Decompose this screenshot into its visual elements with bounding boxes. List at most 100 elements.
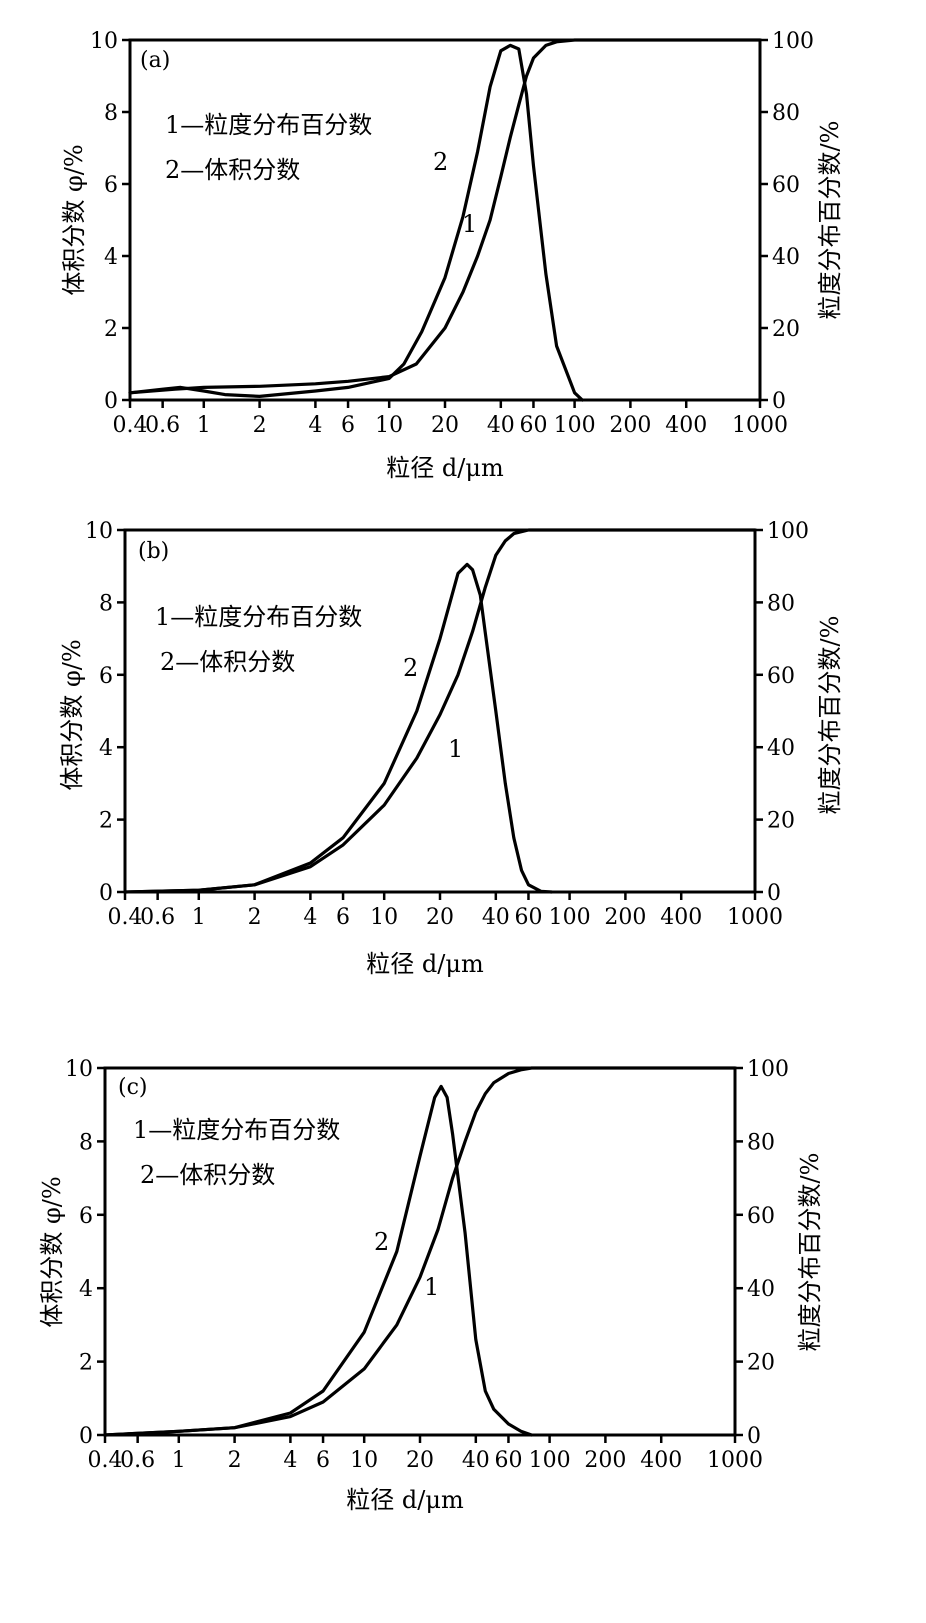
x-tick-label: 100 [529,1448,571,1473]
x-tick-label: 1000 [727,905,783,930]
legend-entry-2: 2—体积分数 [165,156,300,184]
y-left-tick-label: 10 [65,1057,93,1082]
y-left-tick-label: 8 [79,1130,93,1155]
x-tick-label: 1 [192,905,206,930]
series-group [123,528,757,894]
y-right-tick-label: 0 [767,881,781,906]
y-left-tick-label: 0 [99,881,113,906]
y-right-tick-label: 80 [767,591,795,616]
y-left-tick-label: 10 [85,519,113,544]
x-tick-label: 20 [426,905,454,930]
x-tick-label: 60 [514,905,542,930]
y-left-ticks: 0 2 4 6 8 10 [65,1057,105,1449]
y-left-tick-label: 6 [79,1204,93,1229]
x-axis-title: 粒径 d/μm [366,950,484,978]
curve-label-2: 2 [374,1228,389,1256]
y-left-tick-label: 2 [104,317,118,342]
y-left-tick-label: 8 [99,591,113,616]
y-right-tick-label: 0 [772,389,786,414]
y-axis-title-right: 粒度分布百分数/% [796,1153,824,1352]
chart-c-svg: 0.40.6 1 2 4 6 10 20 40 60 100 200 400 1000 0246810 … [38,1057,824,1514]
curve-label-1: 1 [424,1273,439,1301]
x-tick-label: 0.6 [140,905,175,930]
y-right-tick-label: 20 [767,809,795,834]
x-tick-label: 4 [283,1448,297,1473]
y-right-tick-label: 60 [767,664,795,689]
y-right-tick-label: 60 [772,173,800,198]
x-tick-label: 1000 [707,1448,763,1473]
x-tick-label: 400 [640,1448,682,1473]
series-group [128,38,762,402]
series-2-line [103,1084,534,1437]
x-tick-label: 20 [406,1448,434,1473]
x-tick-label: 4 [308,413,322,438]
x-tick-label: 6 [341,413,355,438]
x-ticks: 0.40.6 1 2 4 6 10 20 40 60 100 200 400 1000 [108,892,783,930]
x-tick-label: 200 [609,413,651,438]
y-left-ticks: 0 2 4 6 8 10 [90,29,130,414]
y-right-tick-label: 100 [772,29,814,54]
panel-tag: (b) [138,539,169,564]
y-right-ticks: 0 20 40 60 80 100 [755,519,809,906]
x-tick-label: 1 [197,413,211,438]
x-ticks: 0.40.6 1 2 4 6 10 20 40 60 100 200 400 1000 [113,400,788,438]
y-left-ticks: 0 2 4 6 8 10 [85,519,125,906]
x-tick-label: 6 [336,905,350,930]
y-right-tick-label: 20 [747,1351,775,1376]
curve-label-2: 2 [433,148,448,176]
y-left-tick-label: 6 [99,664,113,689]
y-left-tick-label: 4 [104,245,118,270]
y-right-ticks: 0 20 40 60 80 100 [735,1057,789,1449]
y-left-tick-label: 8 [104,101,118,126]
x-tick-label: 60 [519,413,547,438]
y-left-tick-label: 0 [104,389,118,414]
y-right-tick-label: 80 [772,101,800,126]
y-axis-title-left: 体积分数 φ/% [58,639,86,790]
legend-entry-2: 2—体积分数 [140,1161,275,1189]
series-group [103,1066,737,1437]
x-tick-label: 400 [665,413,707,438]
x-tick-label: 0.6 [120,1448,155,1473]
curve-label-2: 2 [403,654,418,682]
x-tick-label: 20 [431,413,459,438]
x-tick-label: 100 [554,413,596,438]
x-tick-label: 60 [494,1448,522,1473]
legend-entry-1: 1—粒度分布百分数 [165,111,372,139]
y-right-tick-label: 60 [747,1204,775,1229]
x-tick-label: 0.6 [145,413,180,438]
chart-panel-c: 0.4 0.6 1 2 4 6 10 20 40 60 100 200 400 1000 0 2 4 6 8 10 … [0,1030,926,1619]
x-tick-label: 2 [253,413,267,438]
y-left-tick-label: 10 [90,29,118,54]
y-left-tick-label: 2 [99,809,113,834]
y-left-tick-label: 4 [99,736,113,761]
plot-frame [128,38,762,402]
series-1-line [103,1066,737,1437]
x-tick-label: 40 [462,1448,490,1473]
series-1-line [128,38,762,395]
x-tick-label: 2 [228,1448,242,1473]
x-tick-label: 40 [487,413,515,438]
y-left-tick-label: 2 [79,1351,93,1376]
x-tick-label: 1 [172,1448,186,1473]
chart-panel-b: 0.4 0.6 1 2 4 6 10 20 40 60 100 200 400 1000 0 2 4 6 8 10 … [0,500,926,1010]
y-right-tick-label: 20 [772,317,800,342]
y-left-tick-label: 4 [79,1277,93,1302]
x-tick-label: 2 [248,905,262,930]
x-tick-label: 1000 [732,413,788,438]
curve-label-1: 1 [462,210,477,238]
y-right-tick-label: 0 [747,1424,761,1449]
x-tick-label: 400 [660,905,702,930]
x-tick-label: 0.4 [113,413,148,438]
y-right-tick-label: 100 [767,519,809,544]
x-tick-label: 10 [350,1448,378,1473]
x-ticks: 0.40.6 1 2 4 6 10 20 40 60 100 200 400 1000 [88,1435,763,1473]
y-axis-title-right: 粒度分布百分数/% [816,121,844,320]
legend-entry-1: 1—粒度分布百分数 [155,603,362,631]
y-axis-title-left: 体积分数 φ/% [60,144,88,295]
y-right-tick-label: 80 [747,1130,775,1155]
y-axis-title-left: 体积分数 φ/% [38,1176,66,1327]
y-right-ticks: 0 20 40 60 80 100 [760,29,814,414]
panel-tag: (a) [140,48,170,73]
x-tick-label: 200 [584,1448,626,1473]
chart-panel-a: 0.4 0.6 1 2 4 6 10 20 40 60 100 200 400 1000 0 2 4 6 8 10 … [0,0,926,490]
